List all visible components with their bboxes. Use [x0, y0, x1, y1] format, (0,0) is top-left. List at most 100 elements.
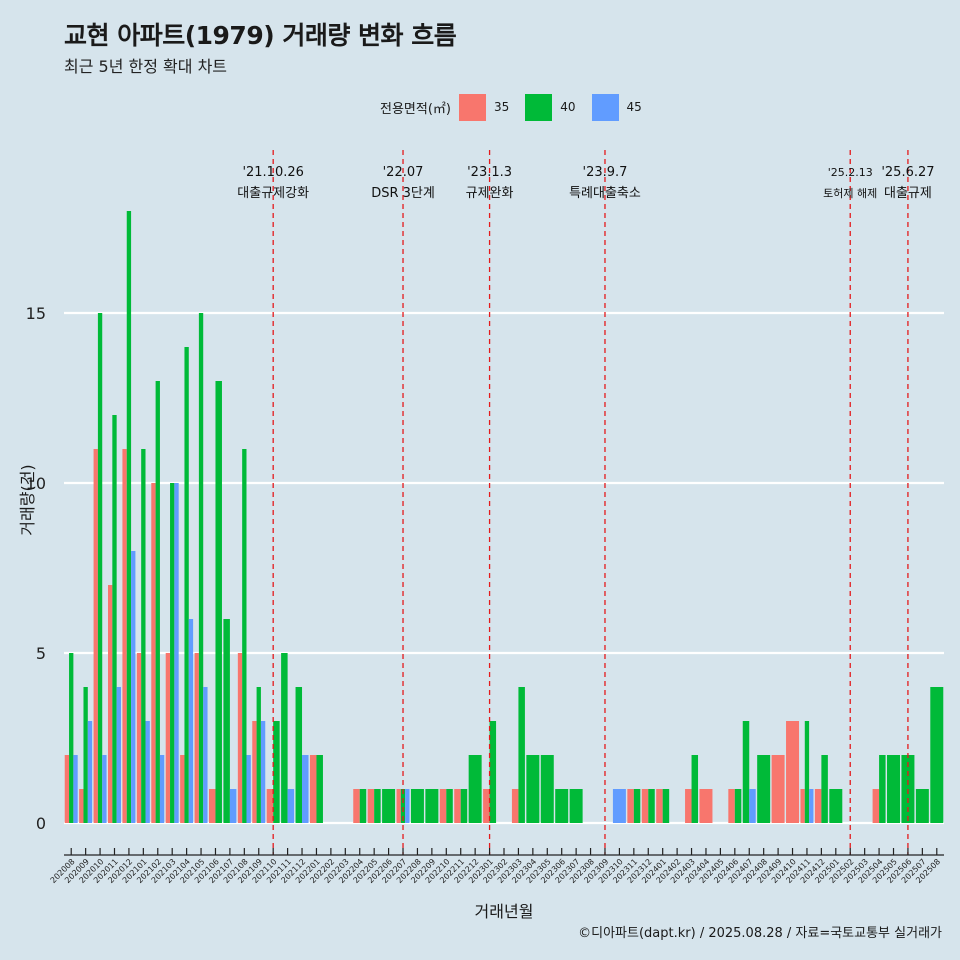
- chart-title: 교현 아파트(1979) 거래량 변화 흐름: [64, 21, 457, 50]
- bar-45-202111: [287, 789, 295, 823]
- bar-40-202108: [242, 449, 247, 823]
- event-name-label: 규제완화: [466, 186, 514, 201]
- event-date-label: '25.2.13: [828, 166, 873, 179]
- bar-40-202401: [662, 789, 670, 823]
- bar-35-202010: [93, 449, 98, 823]
- bar-45-202109: [260, 721, 266, 823]
- event-date-label: '25.6.27: [881, 165, 934, 180]
- bar-35-202204: [353, 789, 360, 823]
- bar-45-202104: [188, 619, 194, 823]
- bar-45-202108: [246, 755, 251, 823]
- event-date-label: '21.10.26: [242, 165, 303, 180]
- bar-45-202011: [116, 687, 121, 823]
- bar-35-202108: [237, 653, 243, 823]
- bar-45-202103: [174, 483, 179, 823]
- bar-40-202507: [915, 789, 929, 823]
- bar-40-202508: [930, 687, 944, 823]
- bar-40-202210: [446, 789, 453, 823]
- bar-45-202101: [145, 721, 150, 823]
- bar-40-202501: [829, 789, 843, 823]
- bar-40-202211: [460, 789, 468, 823]
- bar-45-202407: [749, 789, 756, 823]
- legend-swatch-40: [525, 93, 553, 121]
- bar-40-202109: [256, 687, 261, 823]
- bar-35-202109: [252, 721, 257, 823]
- bar-40-202009: [83, 687, 88, 823]
- bar-40-202412: [821, 755, 828, 823]
- bar-35-202205: [367, 789, 375, 823]
- event-date-label: '22.07: [383, 165, 424, 180]
- bar-35-202012: [122, 449, 127, 823]
- bar-45-202008: [73, 755, 78, 823]
- bar-40-202101: [141, 449, 146, 823]
- legend-swatch-35: [458, 93, 486, 121]
- bar-40-202206: [382, 789, 396, 823]
- bar-40-202204: [359, 789, 367, 823]
- bar-35-202406: [728, 789, 735, 823]
- legend-swatch-45: [591, 93, 619, 121]
- bar-45-202009: [87, 721, 93, 823]
- event-name-label: DSR 3단계: [371, 186, 435, 201]
- y-tick-label: 10: [26, 474, 46, 493]
- x-axis-label: 거래년월: [474, 902, 534, 921]
- bar-40-202403: [691, 755, 699, 823]
- bar-40-202307: [569, 789, 583, 823]
- bar-40-202301: [489, 721, 497, 823]
- bar-35-202201: [309, 755, 317, 823]
- bar-35-202110: [266, 789, 274, 823]
- bar-40-202107: [223, 619, 230, 823]
- bar-45-202112: [302, 755, 309, 823]
- bar-35-202312: [641, 789, 649, 823]
- bar-40-202103: [170, 483, 175, 823]
- bar-40-202408: [757, 755, 771, 823]
- y-tick-label: 5: [36, 644, 46, 663]
- y-axis-label: 거래량(건): [18, 464, 37, 536]
- bar-35-202106: [208, 789, 216, 823]
- bar-40-202504: [879, 755, 886, 823]
- bar-35-202211: [454, 789, 461, 823]
- bar-40-202304: [526, 755, 540, 823]
- bar-40-202207: [400, 789, 406, 823]
- bar-40-202306: [555, 789, 569, 823]
- y-tick-label: 15: [26, 304, 46, 323]
- bar-40-202012: [126, 211, 132, 823]
- bar-35-202409: [771, 755, 785, 823]
- bar-40-202008: [69, 653, 74, 823]
- bar-40-202212: [468, 755, 482, 823]
- bar-40-202407: [742, 721, 750, 823]
- legend-label-45: 45: [626, 100, 642, 114]
- legend-title: 전용면적(㎡): [380, 101, 451, 117]
- event-name-label: 토허제 해제: [823, 186, 877, 200]
- event-date-label: '23.9.7: [583, 165, 628, 180]
- bar-40-202305: [540, 755, 554, 823]
- y-tick-label: 0: [36, 814, 46, 833]
- bar-40-202406: [734, 789, 742, 823]
- bar-35-202303: [511, 789, 519, 823]
- bar-45-202310: [612, 789, 626, 823]
- bar-40-202010: [97, 313, 103, 823]
- bar-45-202105: [203, 687, 208, 823]
- legend-label-35: 35: [493, 100, 510, 114]
- bar-35-202412: [814, 789, 822, 823]
- bar-35-202410: [786, 721, 800, 823]
- bar-45-202411: [809, 789, 814, 823]
- bar-40-202303: [518, 687, 525, 823]
- bar-40-202105: [198, 313, 204, 823]
- bar-40-202311: [633, 789, 641, 823]
- event-date-label: '23.1.3: [467, 165, 512, 180]
- bar-40-202112: [295, 687, 303, 823]
- bar-40-202106: [215, 381, 222, 823]
- bar-35-202401: [656, 789, 663, 823]
- event-name-label: 대출규제: [884, 186, 932, 201]
- chart-subtitle: 최근 5년 한정 확대 차트: [64, 57, 228, 76]
- legend: 전용면적(㎡) 35 40 45: [380, 92, 658, 122]
- bar-40-202411: [804, 721, 810, 823]
- bar-40-202201: [316, 755, 323, 823]
- bar-40-202102: [155, 381, 160, 823]
- bar-35-202404: [699, 789, 713, 823]
- bar-40-202505: [887, 755, 900, 823]
- bar-40-202110: [273, 721, 280, 823]
- bar-35-202207: [396, 789, 401, 823]
- event-name-label: 대출규제강화: [237, 186, 309, 201]
- bar-35-202311: [627, 789, 634, 823]
